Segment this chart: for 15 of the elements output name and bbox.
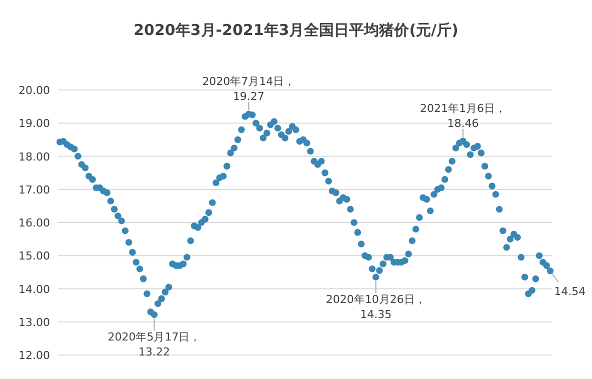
y-tick-label: 19.00	[18, 117, 50, 130]
y-tick-label: 17.00	[18, 183, 50, 196]
annotation: 2021年1月6日，18.46	[420, 102, 506, 130]
annotation: 2020年5月17日，13.22	[108, 330, 201, 359]
y-tick-label: 13.00	[18, 316, 50, 329]
y-tick-label: 18.00	[18, 150, 50, 164]
y-tick-label: 20.00	[18, 84, 50, 97]
y-tick-label: 14.00	[18, 282, 50, 296]
y-tick-label: 15.00	[18, 250, 50, 263]
annotation: 2020年7月14日，19.27	[202, 75, 296, 104]
y-tick-label: 12.00	[18, 349, 50, 362]
chart-title: 2020年3月-2021年3月全国日平均猪价(元/斤)	[134, 21, 458, 39]
data-label: 14.54	[554, 284, 586, 298]
y-tick-label: 16.00	[18, 216, 50, 230]
annotation: 2020年10月26日，14.35	[326, 293, 426, 322]
